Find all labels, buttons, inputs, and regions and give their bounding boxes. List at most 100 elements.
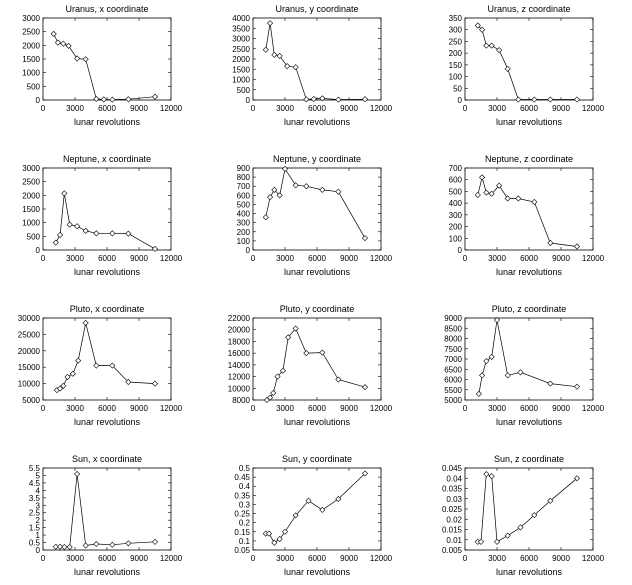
- data-point: [57, 385, 64, 392]
- series-line: [56, 322, 156, 391]
- y-tick-label: 8000: [232, 396, 250, 405]
- data-point: [303, 183, 310, 190]
- x-tick-label: 6000: [520, 104, 538, 113]
- subplot-2: Uranus, y coordinate lunar revolutions 0 30…: [232, 4, 392, 127]
- x-tick-label: 6000: [98, 554, 116, 563]
- y-tick-label: 0.02: [446, 515, 462, 524]
- plot-frame: [42, 17, 172, 101]
- plot-frame: [464, 467, 594, 551]
- data-point: [281, 528, 289, 535]
- data-point: [75, 357, 82, 364]
- plot-title: Pluto, y coordinate: [280, 304, 355, 314]
- data-point: [125, 540, 132, 547]
- data-point: [303, 96, 310, 103]
- data-point: [479, 372, 486, 379]
- x-tick-label: 3000: [488, 104, 506, 113]
- plot-title: Uranus, x coordinate: [65, 4, 148, 14]
- data-point: [504, 65, 511, 72]
- y-tick-label: 0: [246, 246, 251, 255]
- y-tick-label: 5.5: [29, 464, 41, 473]
- y-tick-label: 0.015: [442, 526, 463, 535]
- y-tick-label: 500: [449, 187, 463, 196]
- y-tick-label: 1500: [22, 205, 40, 214]
- y-tick-label: 200: [449, 49, 463, 58]
- data-point: [547, 497, 554, 504]
- y-tick-label: 200: [449, 223, 463, 232]
- x-tick-label: 9000: [130, 104, 148, 113]
- x-tick-label: 9000: [130, 554, 148, 563]
- y-tick-label: 30000: [18, 314, 41, 323]
- x-tick-label: 3000: [66, 104, 84, 113]
- y-tick-label: 150: [449, 61, 463, 70]
- data-point: [361, 384, 369, 391]
- data-point: [474, 191, 481, 198]
- data-point: [125, 378, 132, 385]
- x-tick-label: 9000: [552, 404, 570, 413]
- x-tick-label: 3000: [276, 104, 294, 113]
- x-tick-label: 3000: [66, 554, 84, 563]
- y-tick-label: 2000: [232, 55, 250, 64]
- subplot-12: Sun, z coordinate lunar revolutions 0 3000 6…: [442, 454, 605, 577]
- data-point: [517, 524, 524, 531]
- y-tick-label: 3000: [22, 164, 40, 173]
- plot-frame: [464, 167, 594, 251]
- y-tick-label: 1000: [22, 69, 40, 78]
- x-axis-label: lunar revolutions: [496, 117, 563, 127]
- y-tick-label: 9000: [444, 314, 462, 323]
- x-tick-label: 6000: [98, 254, 116, 263]
- plot-title: Sun, x coordinate: [72, 454, 142, 464]
- y-tick-label: 500: [237, 86, 251, 95]
- y-tick-label: 1500: [22, 55, 40, 64]
- y-tick-label: 12000: [228, 373, 251, 382]
- data-point: [109, 230, 116, 237]
- data-point: [310, 95, 317, 102]
- data-point: [109, 96, 116, 103]
- plot-frame: [252, 17, 382, 101]
- x-tick-label: 0: [463, 254, 468, 263]
- x-tick-label: 3000: [488, 404, 506, 413]
- y-tick-label: 8000: [444, 335, 462, 344]
- data-point: [335, 376, 342, 383]
- data-point: [276, 192, 283, 199]
- data-point: [109, 362, 116, 369]
- y-tick-label: 0.5: [239, 464, 251, 473]
- y-tick-label: 0.025: [442, 505, 463, 514]
- data-point: [93, 541, 100, 548]
- y-tick-label: 500: [27, 232, 41, 241]
- data-point: [531, 198, 538, 205]
- series-line: [477, 473, 578, 543]
- data-point: [573, 383, 581, 390]
- data-point: [270, 389, 277, 396]
- x-tick-label: 9000: [552, 104, 570, 113]
- x-tick-label: 6000: [520, 554, 538, 563]
- plot-title: Pluto, z coordinate: [492, 304, 567, 314]
- x-tick-label: 12000: [160, 254, 183, 263]
- x-axis-label: lunar revolutions: [284, 117, 351, 127]
- y-tick-label: 25000: [18, 330, 41, 339]
- y-tick-label: 0.03: [446, 495, 462, 504]
- data-point: [483, 358, 490, 365]
- data-point: [267, 394, 274, 401]
- y-tick-label: 0.25: [234, 510, 250, 519]
- y-tick-label: 2500: [22, 178, 40, 187]
- data-point: [125, 230, 132, 237]
- plot-title: Neptune, z coordinate: [485, 154, 573, 164]
- y-tick-label: 400: [449, 199, 463, 208]
- x-tick-label: 12000: [370, 404, 393, 413]
- data-point: [573, 96, 581, 103]
- data-point: [515, 195, 522, 202]
- y-tick-label: 4.5: [29, 479, 41, 488]
- x-tick-label: 6000: [308, 404, 326, 413]
- data-point: [496, 47, 503, 54]
- y-tick-label: 0: [36, 96, 41, 105]
- y-tick-label: 300: [449, 26, 463, 35]
- data-point: [531, 512, 538, 519]
- y-tick-label: 0.05: [234, 546, 250, 555]
- y-tick-label: 0.3: [239, 500, 251, 509]
- y-tick-label: 600: [449, 176, 463, 185]
- y-tick-label: 0: [36, 246, 41, 255]
- y-tick-label: 5000: [22, 396, 40, 405]
- data-point: [74, 470, 81, 477]
- data-point: [361, 235, 369, 242]
- data-point: [151, 380, 159, 387]
